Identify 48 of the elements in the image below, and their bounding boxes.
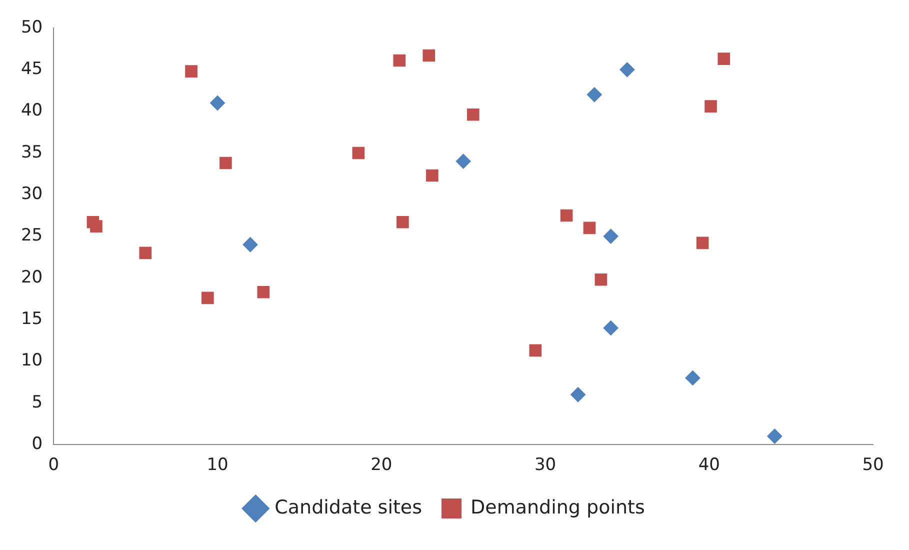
point — [393, 54, 406, 67]
point — [257, 286, 270, 298]
x-tick-label: 40 — [698, 455, 720, 476]
legend-label: Demanding points — [470, 496, 645, 518]
x-tick-label: 0 — [48, 455, 60, 476]
point — [570, 387, 586, 402]
y-tick-label: 10 — [20, 350, 43, 371]
x-tick-label: 30 — [534, 455, 556, 476]
point — [620, 62, 635, 78]
point — [422, 49, 436, 62]
y-tick-label: 40 — [20, 100, 43, 121]
point — [603, 320, 618, 336]
y-tick-label: 0 — [32, 434, 43, 454]
point — [139, 246, 152, 260]
y-tick-label: 45 — [20, 59, 43, 80]
point — [696, 236, 709, 250]
point — [560, 209, 573, 222]
x-tick-label: 20 — [370, 455, 392, 476]
point — [90, 220, 102, 232]
y-tick-label: 5 — [32, 392, 43, 412]
point — [185, 65, 198, 78]
y-tick-label: 15 — [20, 309, 43, 330]
point — [594, 273, 608, 286]
point — [685, 370, 700, 386]
point — [220, 156, 232, 170]
y-tick-label: 35 — [20, 142, 43, 162]
y-tick-label: 25 — [20, 226, 43, 246]
point — [529, 344, 542, 357]
point — [586, 87, 602, 102]
point — [426, 169, 438, 182]
point — [396, 216, 409, 228]
point — [466, 108, 480, 121]
legend-label: Candidate sites — [274, 496, 422, 518]
point — [704, 100, 717, 112]
point — [352, 146, 365, 160]
point — [603, 228, 618, 244]
y-tick-label: 30 — [20, 184, 43, 204]
point — [242, 237, 258, 252]
point — [718, 52, 730, 65]
x-tick-label: 50 — [862, 455, 884, 476]
y-tick-label: 20 — [20, 267, 43, 288]
point — [456, 154, 471, 169]
y-tick-label: 50 — [20, 17, 43, 38]
point — [767, 428, 782, 444]
point — [210, 95, 226, 110]
point — [583, 222, 596, 234]
x-tick-label: 10 — [206, 455, 228, 476]
point — [202, 292, 214, 304]
